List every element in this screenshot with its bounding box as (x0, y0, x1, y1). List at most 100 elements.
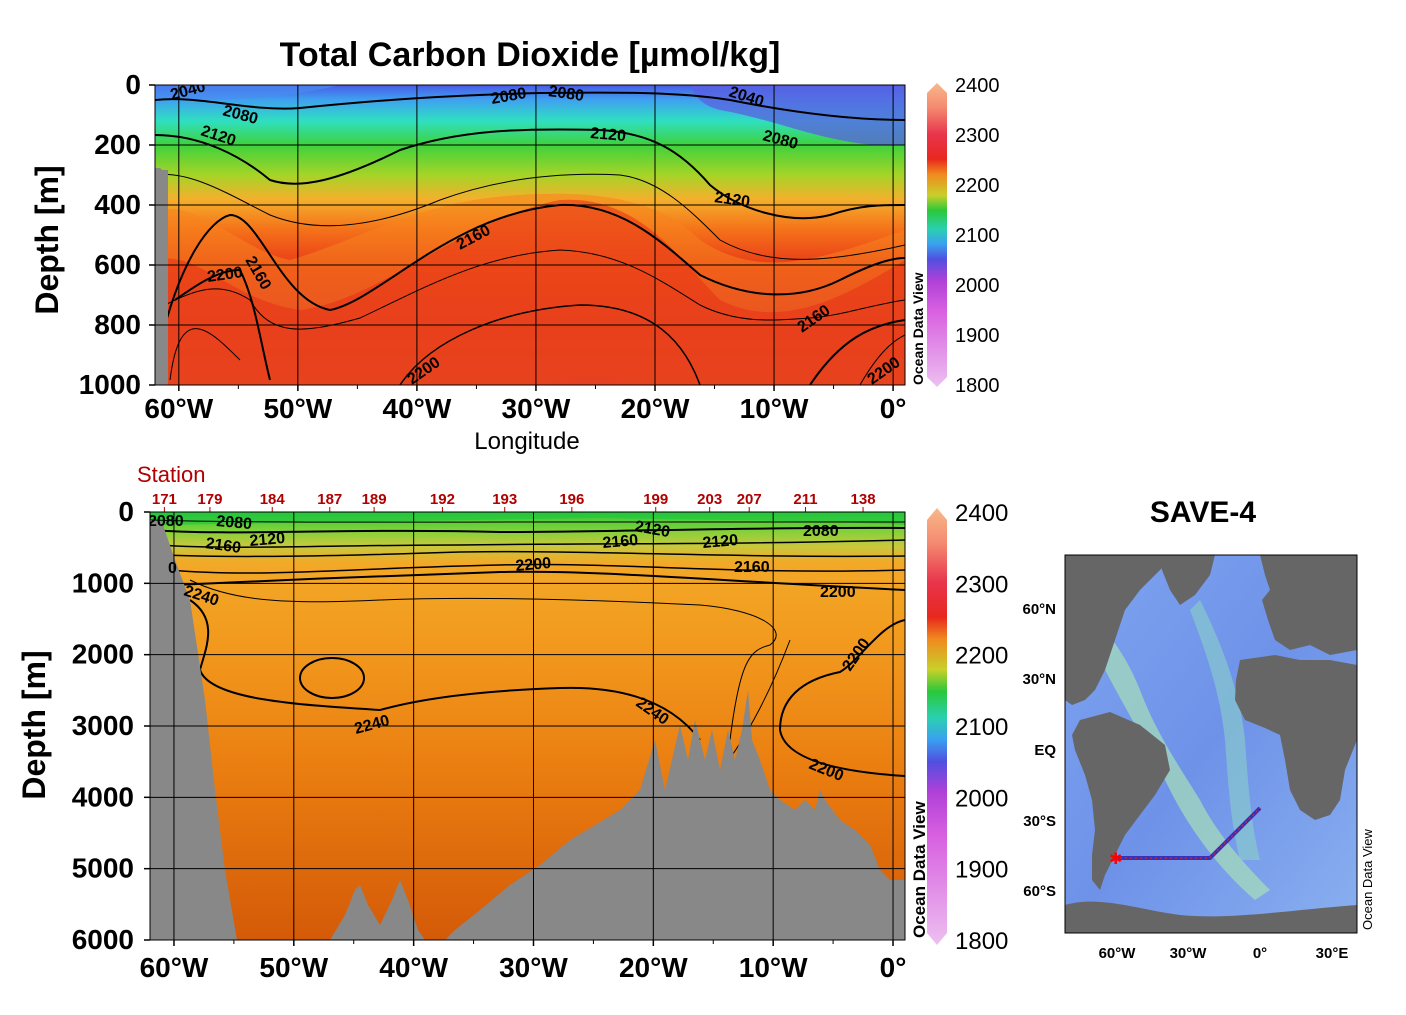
y-tick-label: 2000 (72, 639, 134, 670)
colorbar-tick-label: 2400 (955, 500, 1008, 527)
map-xtick: 60°W (1099, 945, 1137, 962)
station-label: 189 (362, 491, 387, 508)
map-frame (1064, 554, 1358, 934)
station-label: 207 (737, 491, 762, 508)
contour-2200c (399, 304, 701, 385)
clabel: 2200 (206, 264, 244, 286)
clabel: 2160 (734, 559, 770, 576)
colorbar-tick-label: 1900 (955, 857, 1008, 884)
colorbar-tick-label: 2200 (955, 175, 1000, 197)
map-land-africa (1235, 655, 1357, 820)
colorbar-tick-label: 1800 (955, 375, 1000, 397)
contour-2200a (174, 268, 271, 381)
top-high-co2-core (470, 310, 710, 385)
station-label: 138 (851, 491, 876, 508)
top-contours (155, 91, 905, 385)
contour-2100 (150, 526, 905, 534)
contour-2080 (155, 91, 905, 121)
map-xtick: 0° (1253, 945, 1267, 962)
top-y-axis-label: Depth [m] (29, 165, 65, 314)
y-tick-label: 1000 (72, 567, 134, 598)
bottom-section-plot: 2080 2080 2160 2120 2200 2120 2160 2120 … (150, 512, 905, 940)
map-ticks: 60°W 30°W 0° 30°E 60°N 30°N EQ 30°S 60°S (1022, 601, 1348, 962)
x-tick-label: 50°W (259, 952, 328, 983)
bottom-grid (150, 512, 905, 940)
y-tick-label: 3000 (72, 710, 134, 741)
chart-title: Total Carbon Dioxide [µmol/kg] (280, 36, 781, 74)
x-tick-label: 20°W (619, 952, 688, 983)
clabel: 2200 (820, 584, 856, 601)
bottom-colorbar-bar (927, 508, 947, 945)
clabel: 2120 (633, 518, 671, 541)
contour-2200 (174, 570, 905, 591)
station-label: 187 (317, 491, 342, 508)
top-red-band (155, 199, 905, 385)
colorbar-tick-label: 2100 (955, 714, 1008, 741)
y-tick-label: 1000 (79, 369, 141, 400)
y-tick-label: 5000 (72, 853, 134, 884)
top-axes: 60°W 50°W 40°W 30°W 20°W 10°W 0° 0 200 400 600 800 1… (79, 69, 907, 424)
contour-2140 (155, 173, 905, 260)
top-grid (155, 85, 905, 385)
map-land-north-america (1065, 555, 1165, 705)
bottom-colorbar: 2400 2300 2200 2100 2000 1900 1800 Ocean Data … (910, 500, 1008, 955)
bottom-y-axis-label: Depth [m] (16, 650, 52, 799)
contour-2120 (155, 128, 905, 220)
x-tick-label: 0° (880, 393, 907, 424)
x-tick-label: 40°W (383, 393, 452, 424)
map-ytick: 60°S (1023, 883, 1056, 900)
map-land-antarctica (1065, 901, 1357, 933)
contour-2240-closed (299, 657, 365, 699)
bottom-watermark: Ocean Data View (910, 801, 929, 938)
map-title: SAVE-4 (1150, 496, 1256, 529)
y-tick-label: 6000 (72, 924, 134, 955)
y-tick-label: 400 (94, 189, 141, 220)
bottom-contours (150, 519, 905, 801)
top-low-co2-patch-left (155, 85, 340, 100)
clabel: 2160 (204, 535, 242, 557)
y-tick-label: 0 (118, 496, 134, 527)
clabel: 2120 (590, 125, 627, 145)
clabel: 2120 (702, 532, 739, 552)
top-x-axis-label: Longitude (474, 428, 579, 455)
top-colorbar-bar (927, 83, 947, 387)
top-watermark: Ocean Data View (910, 272, 926, 385)
station-label: 203 (697, 491, 722, 508)
station-label: 171 (152, 491, 177, 508)
station-label: 196 (559, 491, 584, 508)
y-tick-label: 800 (94, 309, 141, 340)
top-colorbar: 2400 2300 2200 2100 2000 1900 1800 Ocean Data … (910, 75, 1000, 397)
contour-2180 (164, 249, 905, 330)
colorbar-tick-label: 2100 (955, 225, 1000, 247)
x-tick-label: 10°W (740, 393, 809, 424)
clabel: 2120 (249, 530, 286, 550)
x-tick-label: 30°W (502, 393, 571, 424)
clabel: 0 (168, 560, 177, 577)
station-label: 184 (260, 491, 286, 508)
x-tick-label: 10°W (739, 952, 808, 983)
contour-2120 (159, 539, 905, 548)
clabel: 2160 (602, 532, 639, 552)
contour-2160 (159, 203, 905, 346)
colorbar-tick-label: 2400 (955, 75, 1000, 97)
contour-2200b (169, 328, 241, 381)
station-labels: 171 179 184 187 189 192 193 196 199 203 207 211 138 (152, 491, 876, 512)
x-tick-label: 0° (880, 952, 907, 983)
bottom-land-west (150, 520, 237, 940)
station-label: 193 (492, 491, 517, 508)
y-tick-label: 200 (94, 129, 141, 160)
station-label: 179 (197, 491, 222, 508)
clabel: 2080 (803, 523, 839, 540)
colorbar-tick-label: 2300 (955, 571, 1008, 598)
clabel: 2080 (490, 85, 528, 108)
bottom-seamount-1 (330, 880, 425, 940)
x-tick-label: 60°W (140, 952, 209, 983)
colorbar-tick-label: 1900 (955, 325, 1000, 347)
map-ytick: EQ (1034, 742, 1056, 759)
y-tick-label: 600 (94, 249, 141, 280)
bottom-axes: 60°W 50°W 40°W 30°W 20°W 10°W 0° 0 1000 2000 3000 4… (72, 496, 907, 983)
x-tick-label: 30°W (499, 952, 568, 983)
station-header: Station (137, 462, 206, 487)
contour-2200-right (859, 334, 905, 385)
